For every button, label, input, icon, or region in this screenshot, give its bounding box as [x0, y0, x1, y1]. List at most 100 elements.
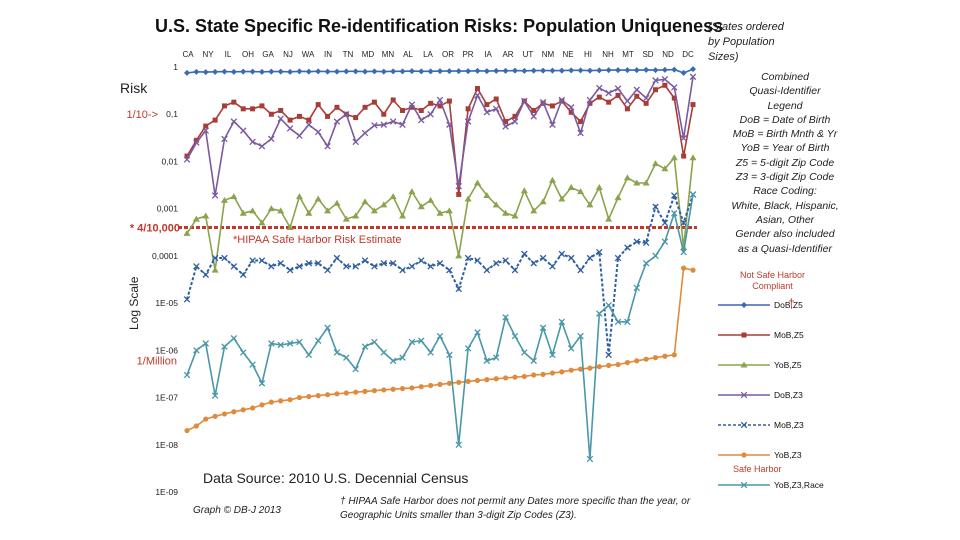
data-point	[530, 207, 538, 214]
data-point	[530, 259, 537, 267]
data-point	[428, 382, 434, 389]
data-point	[380, 259, 388, 267]
data-point	[314, 259, 322, 267]
series-line-MoB,Z3	[186, 192, 694, 355]
data-point	[624, 318, 631, 326]
data-point	[465, 378, 471, 384]
data-point	[661, 76, 669, 83]
legend-marker	[740, 421, 748, 429]
data-point	[408, 338, 416, 346]
data-point	[549, 263, 556, 270]
data-point	[671, 352, 677, 358]
data-point	[324, 68, 331, 75]
data-point	[624, 244, 631, 251]
data-point	[380, 121, 388, 128]
data-point	[446, 98, 452, 104]
data-point	[446, 351, 453, 359]
data-point	[286, 223, 294, 230]
data-point	[642, 179, 650, 186]
data-point	[239, 349, 247, 356]
data-point	[558, 318, 566, 326]
data-point	[305, 68, 312, 75]
data-point	[221, 254, 228, 262]
ordering-note: (States ordered by Population Sizes)	[708, 21, 784, 63]
x-tick-label: AR	[502, 50, 513, 59]
x-tick-label: OH	[242, 50, 254, 59]
data-point	[324, 324, 331, 332]
data-point	[437, 103, 443, 109]
data-point	[268, 111, 274, 117]
quasi-identifier-legend: Combined Quasi-Identifier Legend DoB = D…	[700, 70, 870, 256]
data-point	[492, 105, 500, 113]
data-point	[417, 257, 425, 264]
data-point	[427, 68, 434, 75]
data-point	[596, 310, 603, 317]
data-point	[690, 66, 696, 73]
data-point	[689, 73, 697, 81]
data-point	[596, 84, 603, 92]
data-point	[268, 399, 274, 405]
data-point	[539, 198, 547, 205]
data-point	[389, 193, 397, 200]
data-point	[596, 248, 603, 256]
data-point	[530, 67, 537, 74]
data-point	[661, 219, 669, 227]
data-point	[184, 427, 190, 434]
data-point	[531, 372, 537, 378]
data-point	[211, 254, 219, 262]
data-point	[314, 195, 322, 202]
data-point	[512, 374, 518, 380]
data-point	[325, 113, 331, 119]
data-point	[324, 207, 332, 214]
legend-line: Gender also included	[735, 228, 835, 241]
data-point	[333, 118, 341, 125]
data-point	[492, 201, 500, 208]
data-point	[577, 188, 585, 195]
data-point	[484, 102, 490, 108]
data-point	[249, 257, 256, 264]
data-point	[371, 388, 378, 394]
x-tick-label: WA	[302, 50, 315, 59]
data-point	[437, 68, 443, 75]
data-point	[511, 266, 519, 274]
x-tick-label: MD	[362, 50, 375, 59]
data-point	[305, 351, 313, 359]
data-point	[193, 137, 199, 143]
data-point	[249, 207, 257, 214]
data-point	[624, 106, 630, 112]
data-point	[596, 94, 602, 100]
data-point	[586, 254, 594, 262]
x-tick-label: NH	[602, 50, 614, 59]
data-point	[184, 69, 190, 76]
data-point	[680, 219, 687, 227]
legend-marker	[741, 302, 747, 308]
data-point	[409, 104, 415, 110]
data-point	[680, 69, 687, 76]
data-point	[484, 377, 490, 383]
y-tick-label: 0,0001	[152, 251, 178, 261]
data-point	[586, 67, 593, 74]
data-point	[521, 373, 527, 380]
data-point	[277, 115, 284, 123]
data-point	[520, 187, 528, 194]
data-point	[278, 107, 284, 113]
data-point	[268, 340, 275, 347]
data-point	[652, 252, 659, 260]
data-point	[221, 68, 228, 75]
data-point	[670, 154, 678, 161]
data-point	[249, 68, 256, 75]
data-point	[614, 194, 622, 201]
data-point	[417, 116, 425, 124]
y-tick-label: 0,001	[157, 204, 179, 214]
data-point	[437, 381, 443, 387]
data-point	[587, 365, 593, 371]
data-point	[511, 118, 519, 125]
data-point	[371, 263, 378, 270]
data-point	[567, 254, 575, 262]
x-tick-label: NY	[202, 50, 214, 59]
data-point	[361, 198, 369, 205]
data-point	[230, 263, 238, 270]
data-point	[399, 212, 407, 219]
data-point	[474, 329, 481, 336]
